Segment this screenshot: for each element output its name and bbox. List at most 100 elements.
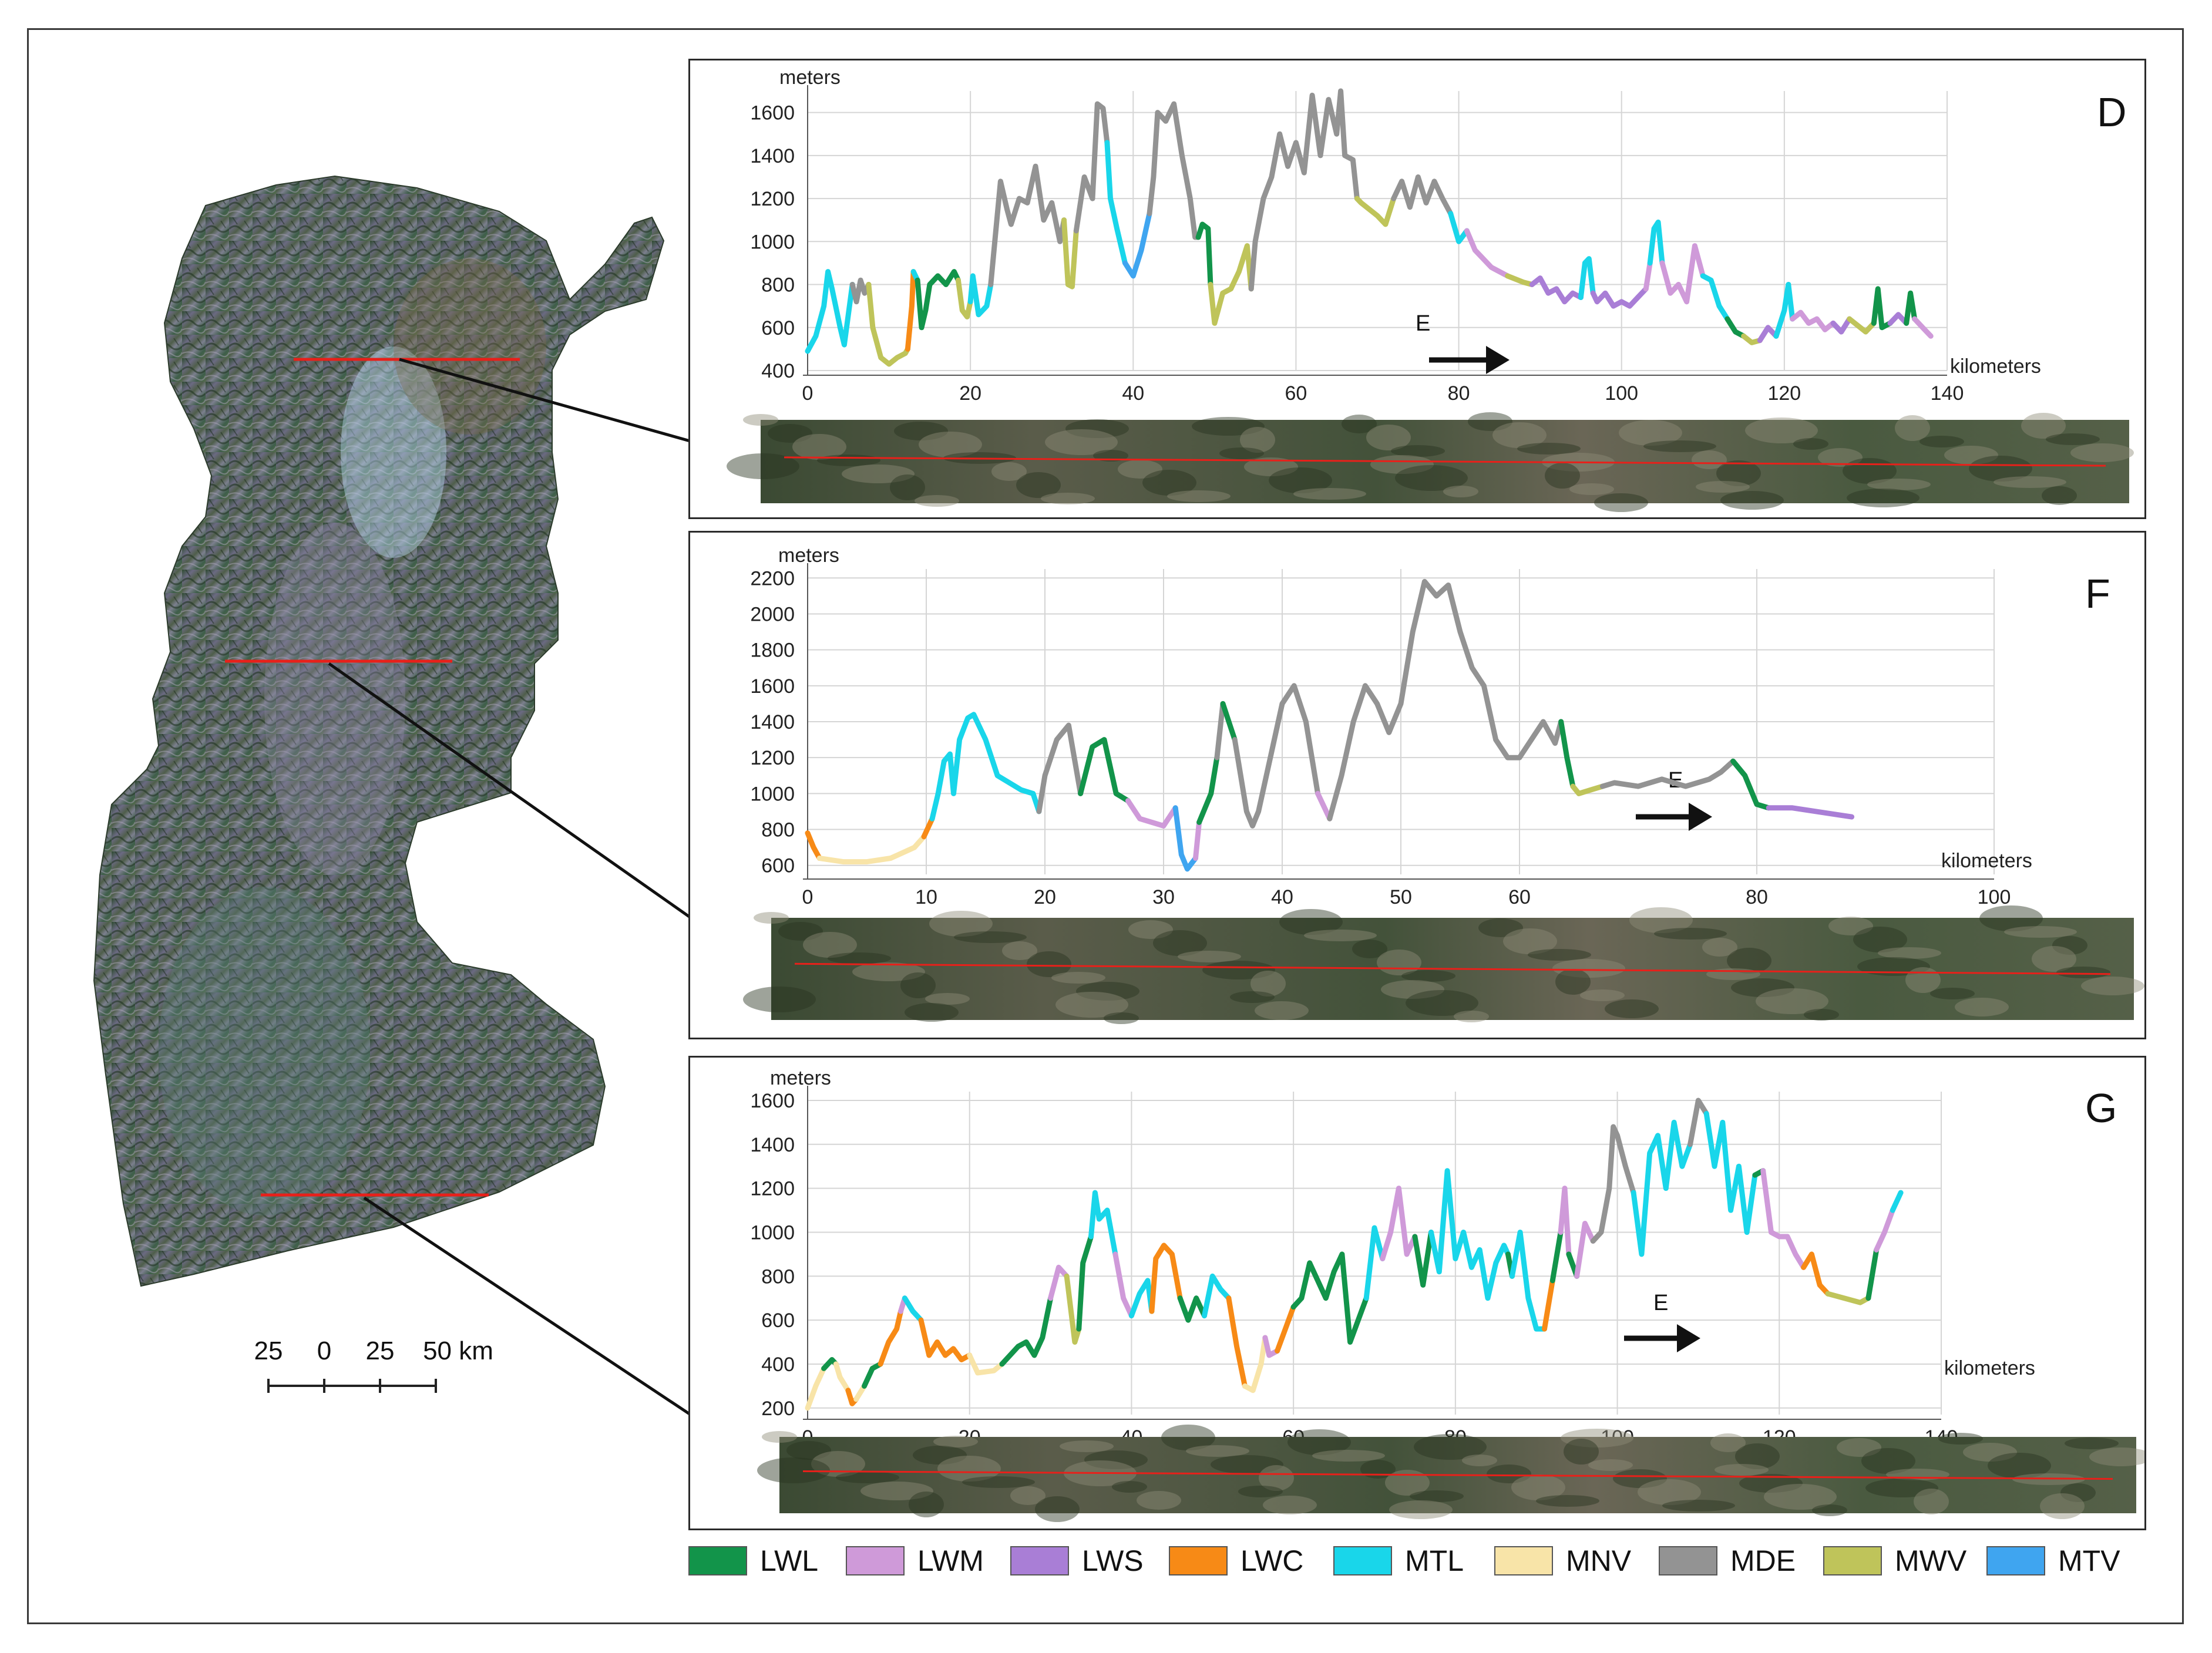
profile-segment-mtl [1088, 1190, 1118, 1257]
profile-segment-mde [1214, 701, 1226, 760]
profile-segment-lwm [1380, 1186, 1418, 1261]
x-tick-label: 120 [1767, 382, 1801, 405]
profile-segment-lwc [918, 1317, 973, 1362]
y-axis-unit: meters [778, 544, 839, 567]
y-tick-label: 2000 [750, 603, 795, 625]
profile-segment-lwl [1290, 1251, 1369, 1345]
direction-label: E [1653, 1291, 1668, 1315]
x-tick-label: 80 [1448, 382, 1470, 405]
profile-segment-lwc [1226, 1295, 1248, 1389]
profile-segment-lwl [1195, 221, 1213, 287]
x-tick-label: 50 [1390, 886, 1412, 908]
profile-segment-lwm [1193, 819, 1202, 861]
profile-panel-d: 400 600 800 1000 1200 1400 1600 0 20 40 60 80 100 120… [688, 59, 2146, 519]
profile-segment-mde [1391, 174, 1454, 217]
x-tick-label: 30 [1152, 886, 1175, 908]
legend-swatch [1494, 1546, 1553, 1575]
profile-segment-lwm [1574, 1221, 1596, 1279]
y-tick-label: 1600 [750, 1090, 795, 1112]
profile-segment-lwl [1904, 290, 1918, 326]
y-tick-label: 400 [761, 360, 795, 382]
profile-segment-mnv [1242, 1335, 1268, 1393]
profile-segment-lwl [1076, 1234, 1094, 1332]
x-tick-label: 0 [802, 382, 813, 405]
legend-swatch [1823, 1546, 1882, 1575]
transect-line [802, 1470, 2113, 1480]
profile-segment-mnv [816, 834, 927, 865]
profile-segment-mtl [1448, 211, 1470, 244]
region-satellite-map [93, 175, 665, 1287]
y-tick-label: 800 [761, 274, 795, 297]
profile-segment-lws [1830, 316, 1853, 335]
profile-segment-mtl [1578, 256, 1596, 300]
scale-tick-label: 25 [366, 1336, 395, 1365]
legend-label: MDE [1730, 1544, 1796, 1577]
x-tick-label: 100 [1605, 382, 1638, 405]
legend-swatch [1986, 1546, 2045, 1575]
profile-segment-mtl [805, 269, 855, 354]
scale-bar: 25 0 25 50 km [254, 1336, 493, 1393]
legend-item-lwm: LWM [846, 1543, 984, 1578]
profile-segment-mnv [805, 1365, 827, 1411]
profile-segment-lwl [862, 1361, 883, 1389]
legend-label: LWC [1241, 1544, 1304, 1577]
profile-panel-f: 600 800 1000 1200 1400 1600 1800 2000 2200 0 10 20 3… [688, 531, 2146, 1039]
profile-segment-lwm [1262, 1335, 1280, 1358]
profile-segment-lwl [1730, 758, 1771, 811]
profile-segment-lwm [1464, 228, 1511, 279]
legend-item-mtl: MTL [1333, 1543, 1464, 1578]
profile-segment-mtl [1703, 1110, 1758, 1235]
x-tick-label: 0 [802, 886, 813, 908]
y-tick-label: 600 [761, 855, 795, 877]
y-tick-label: 800 [761, 1265, 795, 1288]
profile-segment-mtl [1202, 1273, 1232, 1319]
x-tick-label: 20 [959, 382, 981, 405]
transect-line [794, 962, 2111, 975]
legend-label: MTV [2058, 1544, 2120, 1577]
legend-swatch [688, 1546, 747, 1575]
legend-item-lwc: LWC [1169, 1543, 1303, 1578]
profile-segment-lwm [1315, 790, 1333, 822]
profile-segment-lwc [1801, 1251, 1831, 1297]
x-tick-label: 80 [1746, 886, 1768, 908]
profile-segment-lwl [915, 269, 961, 331]
x-tick-label: 60 [1285, 382, 1307, 405]
profile-segment-lwl [1177, 1295, 1207, 1323]
y-tick-label: 1200 [750, 1178, 795, 1200]
y-tick-label: 600 [761, 1309, 795, 1332]
legend-swatch [846, 1546, 905, 1575]
profile-segment-lwl [999, 1295, 1054, 1367]
profile-segment-mwv [1061, 217, 1079, 289]
profile-segment-lwl [1220, 701, 1238, 743]
profile-segment-lwl [1865, 1247, 1880, 1301]
profile-segment-mde [849, 277, 872, 305]
direction-label: E [1416, 311, 1430, 336]
scale-tick-label: 0 [317, 1336, 331, 1365]
legend-swatch [1010, 1546, 1069, 1575]
legend-label: LWM [917, 1544, 984, 1577]
profile-segment-lwm [1874, 1207, 1895, 1253]
x-tick-label: 100 [1978, 886, 2011, 908]
profile-segment-mtl [1104, 140, 1128, 266]
profile-segment-mtv [1122, 211, 1152, 279]
profile-segment-lws [1766, 805, 1855, 820]
profile-segment-lwm [1659, 243, 1706, 305]
profile-segment-lwc [1149, 1243, 1183, 1314]
legend-item-lws: LWS [1010, 1543, 1144, 1578]
profile-line [805, 88, 1934, 367]
legend-swatch [1659, 1546, 1717, 1575]
legend-item-mwv: MWV [1823, 1543, 1966, 1578]
profile-segment-lwm [1048, 1264, 1070, 1301]
y-tick-label: 1600 [750, 675, 795, 698]
profile-segment-lws [1529, 275, 1584, 305]
x-axis-unit: kilometers [1941, 850, 2032, 872]
y-axis-unit: meters [770, 1067, 831, 1089]
y-tick-label: 1400 [750, 145, 795, 167]
profile-segment-mnv [833, 1361, 851, 1393]
profile-segment-mtl [1509, 1230, 1547, 1332]
legend-swatch [1333, 1546, 1392, 1575]
legend-item-mtv: MTV [1986, 1543, 2120, 1578]
legend-label: MNV [1566, 1544, 1632, 1577]
legend-label: MWV [1895, 1544, 1967, 1577]
elevation-profile-g: 2004006008001000120014001600020406080100… [750, 1067, 2144, 1522]
